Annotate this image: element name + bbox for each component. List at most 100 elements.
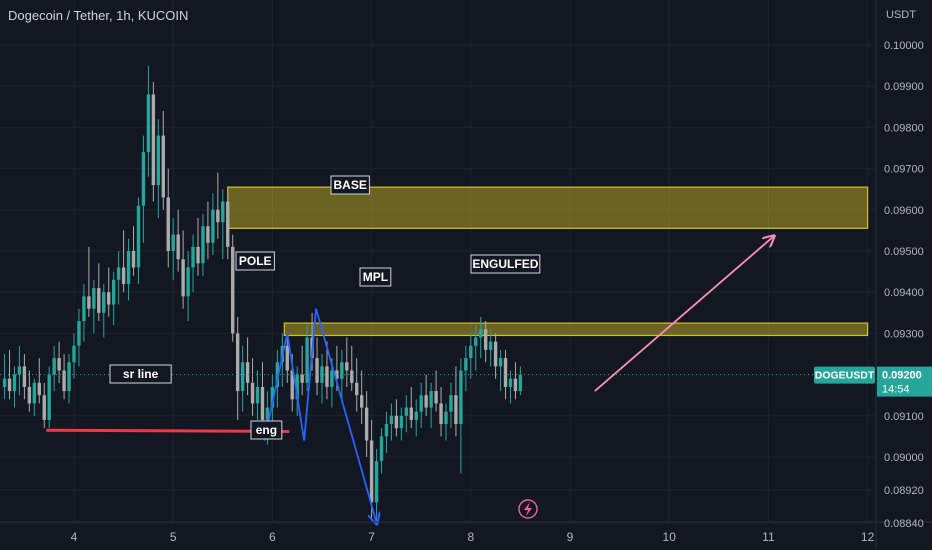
line-path [263,308,376,523]
price-tick-label: 0.09900 [884,81,924,93]
candle-body [414,411,418,420]
candle-body [305,337,309,383]
candle-body [196,246,200,264]
candle-body [221,201,225,223]
candle-body [508,378,513,387]
symbol-title[interactable]: Dogecoin / Tether, 1h, KUCOIN [8,8,189,23]
candle-body [404,407,409,416]
candle-body [176,234,180,260]
candle-body [518,374,523,392]
candle-body [32,382,37,404]
candle-body [82,296,86,322]
candle-body [409,407,413,420]
candle-body [235,333,240,392]
candle-body [111,279,116,305]
price-axis-currency: USDT [886,9,916,21]
candle-body [211,209,215,243]
zone-mpl [283,322,869,337]
candle-body [389,415,394,425]
candle-body [320,366,324,383]
price-tick-label: 0.09600 [884,205,924,217]
candle-body [12,374,17,392]
zone-base [227,186,869,229]
candle-body [57,358,61,371]
candle-body [384,424,389,437]
candle-body [454,395,458,425]
candle-body [399,415,404,429]
candle-body [77,321,81,346]
annotation-eng: eng [250,420,283,440]
chart-zones [227,186,869,337]
annotation-base: BASE [330,175,370,195]
annotation-box [109,364,172,384]
time-tick-label: 9 [567,530,574,544]
candle-body [161,135,165,198]
candles [2,65,523,523]
candle-body [42,395,46,420]
candle-body [116,267,121,280]
candle-body [92,288,96,309]
price-tick-label: 0.08840 [884,518,924,530]
line-arrow [594,237,774,392]
price-tick-label: 0.09400 [884,287,924,299]
candle-body [459,370,463,425]
candle-body [359,395,364,408]
candle-body [131,251,136,268]
candle-body [364,407,369,441]
candle-body [444,411,448,425]
price-tick-label: 0.09300 [884,328,924,340]
candle-body [479,329,483,338]
time-tick-label: 4 [71,530,78,544]
candle-body [136,205,141,268]
flash-icon [518,499,538,519]
candle-body [87,296,91,309]
candle-body [300,374,304,383]
annotation-engulfed: ENGULFED [470,254,541,274]
candle-body [240,362,245,392]
candle-body [245,362,250,383]
candle-body [166,197,170,251]
time-tick-label: 11 [762,530,775,544]
price-tick-label: 0.09700 [884,164,924,176]
candle-body [295,374,299,400]
candle-body [171,234,175,251]
candle-body [503,358,508,387]
candle-body [102,292,106,313]
price-tick-label: 0.08920 [884,485,924,497]
price-badge-bg [877,366,932,397]
candle-body [419,395,423,412]
price-badge-value: 0.09200 [882,370,922,382]
candle-body [498,358,503,367]
candle-body [186,267,190,297]
time-tick-label: 5 [170,530,177,544]
candle-body [27,386,32,404]
candle-body [513,378,518,392]
annotation-box [235,251,275,271]
candle-body [7,378,12,392]
candle-body [474,337,478,346]
annotation-text: POLE [239,254,272,268]
candle-body [369,440,374,503]
chart-grid [0,0,876,524]
candle-body [350,370,354,383]
price-badge-countdown: 14:54 [882,384,910,396]
candle-body [330,370,334,387]
candle-body [201,226,205,264]
annotation-text: sr line [123,367,159,381]
candle-body [121,267,126,284]
candle-body [17,366,22,375]
candle-body [67,362,71,392]
candle-body [226,201,230,247]
time-tick-label: 12 [861,530,875,544]
candle-body [464,358,468,371]
candle-body [255,386,260,404]
annotation-text: MPL [363,270,388,284]
candle-body [181,259,185,297]
price-badge: DOGEUSDT 0.09200 14:54 [814,366,932,397]
annotation-pole: POLE [235,251,275,271]
candle-body [206,226,210,243]
candle-body [146,94,151,153]
candle-body [270,386,275,408]
